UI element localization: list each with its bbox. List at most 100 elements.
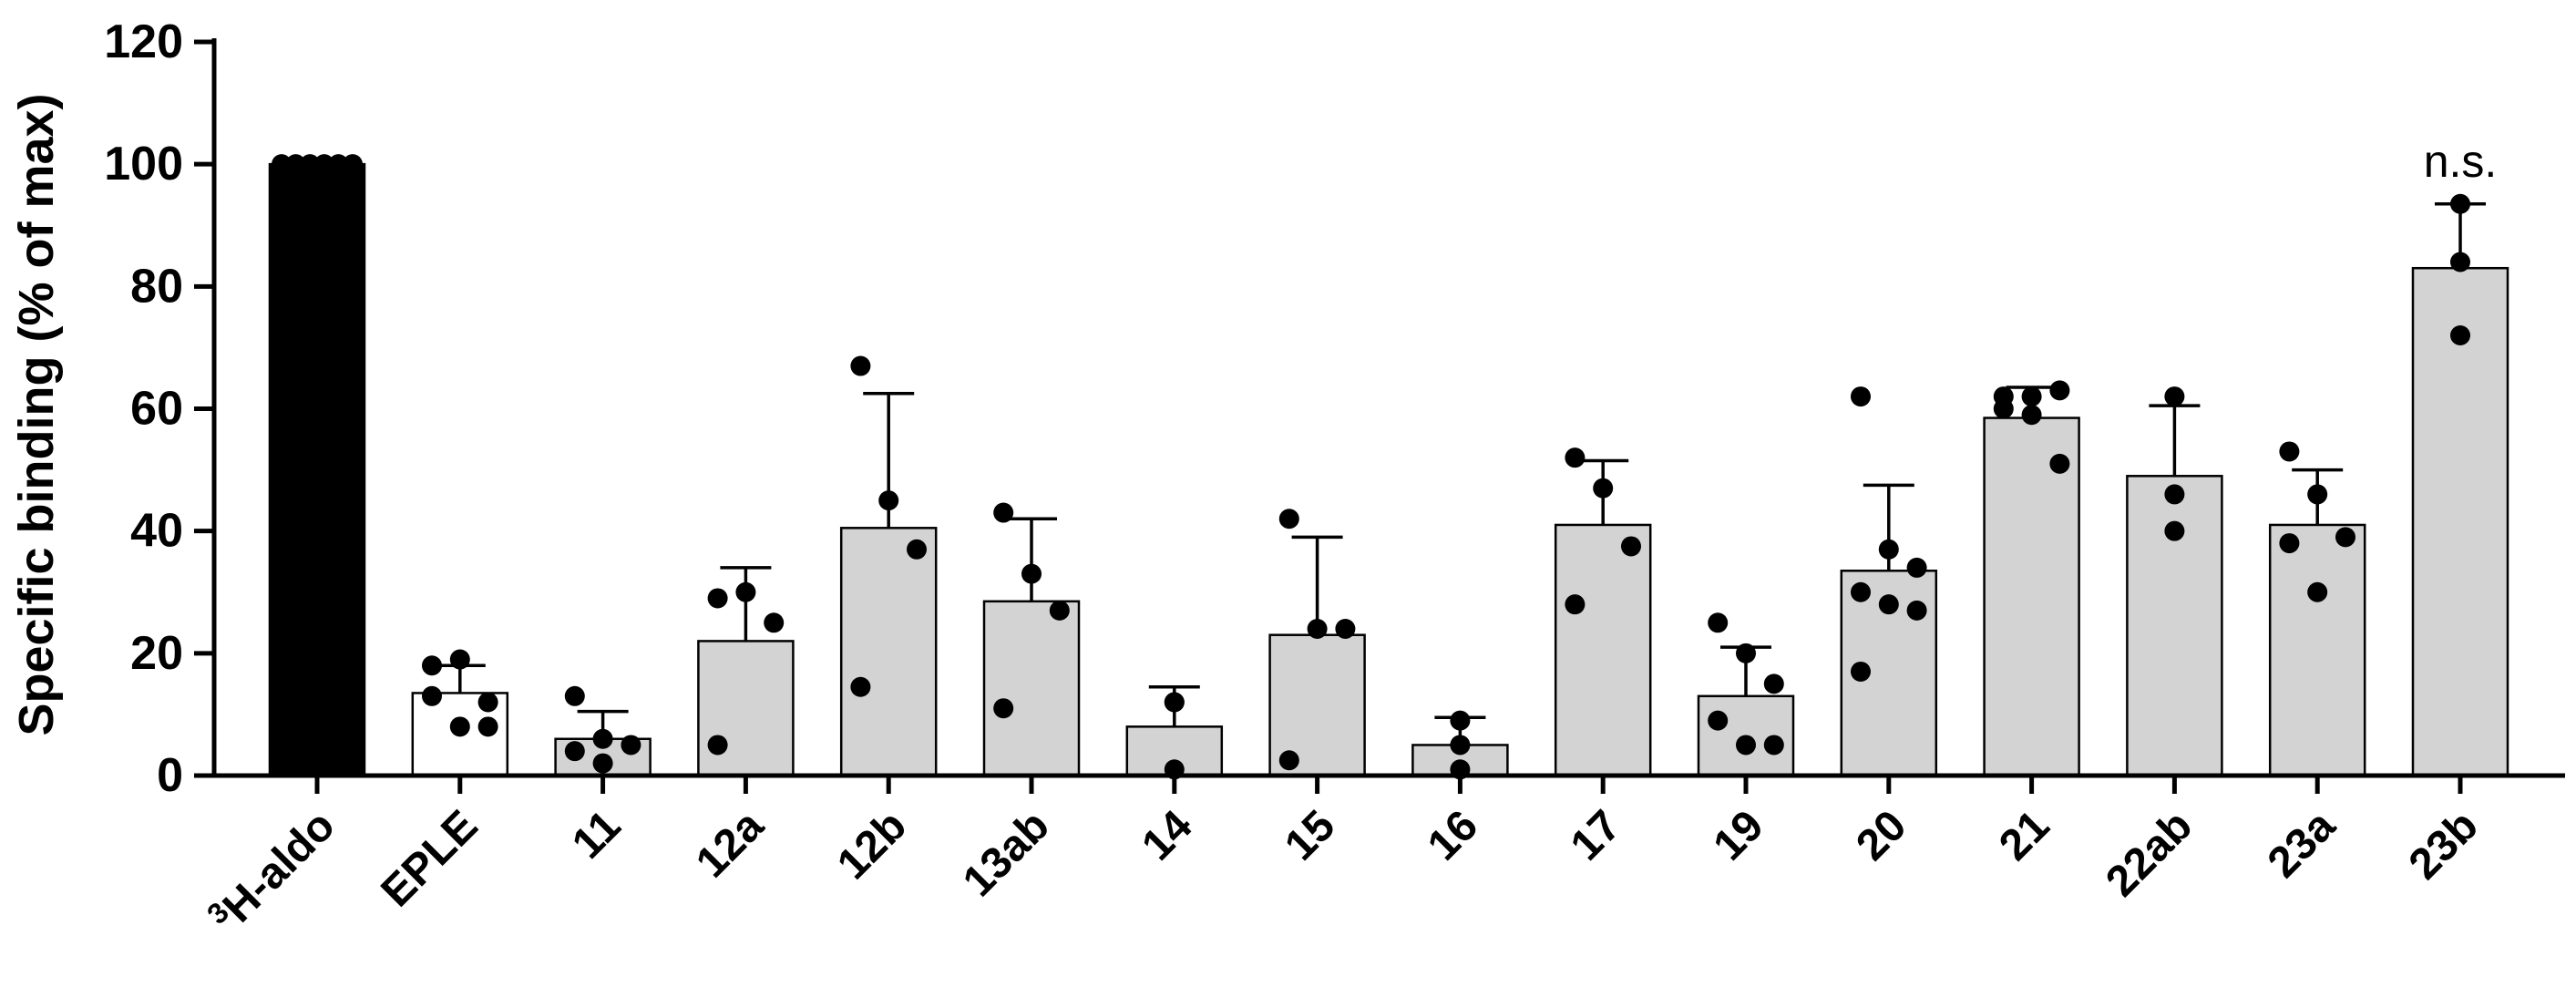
data-point-11	[564, 685, 585, 706]
data-point-22ab	[2164, 484, 2185, 505]
x-tick-label-11: 11	[563, 801, 630, 868]
x-tick-label-21: 21	[1990, 801, 2058, 869]
data-point-12b	[878, 490, 899, 511]
bar-17	[1554, 523, 1652, 777]
data-point-15	[1278, 750, 1299, 771]
y-tick-label: 120	[104, 15, 183, 68]
data-point-23b	[2450, 193, 2470, 214]
data-point-12b	[850, 676, 871, 697]
data-point-23a	[2307, 581, 2328, 602]
data-point-13ab	[993, 502, 1014, 523]
data-point-12a	[707, 588, 728, 609]
x-tick-label-20: 20	[1847, 801, 1915, 869]
data-point-EPLE	[449, 649, 470, 670]
data-point-EPLE	[449, 716, 470, 737]
data-point-12a	[707, 735, 728, 756]
y-axis-title: Specific binding (% of max)	[9, 93, 64, 735]
y-tick-label: 20	[130, 627, 183, 680]
data-point-23a	[2279, 533, 2300, 554]
data-point-20	[1851, 386, 1871, 407]
data-point-19	[1763, 735, 1784, 756]
bar-23a	[2268, 523, 2366, 777]
data-point-20	[1906, 600, 1927, 621]
x-tick-label-12b: 12b	[828, 801, 916, 889]
x-tick-label-12a: 12a	[687, 801, 773, 887]
x-tick-label-23b: 23b	[2400, 801, 2488, 889]
y-tick-label: 0	[157, 749, 183, 802]
data-point-17	[1621, 536, 1641, 557]
data-point-11	[592, 728, 613, 749]
y-tick-label: 40	[130, 505, 183, 558]
data-point-23b	[2450, 252, 2470, 272]
bar-12a	[697, 640, 795, 777]
data-point-15	[1307, 619, 1328, 639]
data-point-17	[1593, 478, 1614, 499]
data-point-20	[1878, 539, 1899, 560]
x-tick-label-19: 19	[1705, 801, 1773, 869]
data-point-21	[1993, 398, 2014, 419]
y-tick-label: 100	[104, 138, 183, 190]
data-point-12b	[850, 355, 871, 376]
x-tick-label-13ab: 13ab	[954, 801, 1059, 906]
y-tick-label: 60	[130, 383, 183, 436]
data-point-15	[1335, 619, 1356, 639]
data-point-EPLE	[422, 685, 442, 706]
bar-H-aldo	[268, 162, 366, 777]
data-point-22ab	[2164, 520, 2185, 541]
data-point-EPLE	[422, 655, 442, 676]
data-point-17	[1565, 594, 1586, 615]
data-point-16	[1450, 710, 1471, 731]
x-tick-label-text: H-aldo	[214, 801, 344, 931]
x-tick-label-16: 16	[1419, 801, 1487, 869]
data-point-15	[1278, 509, 1299, 529]
data-point-11	[592, 753, 613, 774]
axes-layer	[194, 38, 2565, 794]
data-point-H-aldo	[343, 154, 363, 175]
data-point-17	[1565, 447, 1586, 468]
data-point-13ab	[1021, 563, 1042, 584]
x-tick-label-23a: 23a	[2259, 801, 2345, 887]
data-point-21	[2021, 386, 2042, 407]
data-point-19	[1736, 643, 1756, 663]
data-point-19	[1763, 673, 1784, 694]
data-points-layer	[272, 154, 2470, 780]
data-point-21	[2049, 453, 2070, 474]
data-point-H-aldo	[313, 154, 334, 175]
bars-layer	[268, 162, 2509, 777]
data-point-23a	[2307, 484, 2328, 505]
data-point-19	[1708, 612, 1729, 633]
data-point-23b	[2450, 325, 2470, 345]
data-point-21	[2021, 405, 2042, 426]
data-point-H-aldo	[300, 154, 321, 175]
data-point-19	[1736, 735, 1756, 756]
data-point-12a	[764, 612, 785, 633]
bar-21	[1983, 416, 2080, 777]
data-point-14	[1164, 692, 1185, 713]
data-point-23a	[2279, 441, 2300, 462]
data-point-20	[1851, 661, 1871, 682]
data-point-19	[1708, 710, 1729, 731]
data-point-H-aldo	[328, 154, 349, 175]
data-point-20	[1878, 594, 1899, 615]
data-point-H-aldo	[285, 154, 306, 175]
x-tick-label-14: 14	[1133, 801, 1201, 869]
annotation-23b: n.s.	[2424, 136, 2498, 187]
x-tick-label-22ab: 22ab	[2097, 801, 2201, 906]
x-tick-label-17: 17	[1562, 801, 1630, 869]
bar-12b	[839, 527, 938, 777]
x-tick-label-H-aldo: 3H-aldo	[200, 799, 344, 943]
data-point-11	[564, 741, 585, 762]
data-point-20	[1851, 581, 1871, 602]
data-point-13ab	[993, 698, 1014, 719]
data-point-H-aldo	[272, 154, 292, 175]
data-point-13ab	[1049, 600, 1070, 621]
data-point-EPLE	[477, 716, 498, 737]
bar-22ab	[2126, 475, 2223, 777]
data-point-21	[2049, 380, 2070, 401]
data-point-12b	[907, 539, 927, 560]
data-point-12a	[735, 581, 756, 602]
x-tick-label-15: 15	[1276, 801, 1344, 869]
data-point-20	[1906, 557, 1927, 578]
data-point-23a	[2335, 527, 2355, 548]
